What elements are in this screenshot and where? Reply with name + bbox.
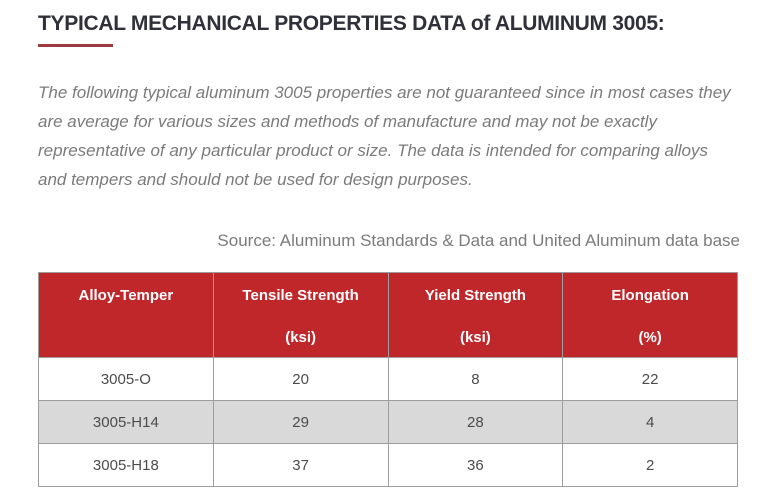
header-title: Elongation: [611, 287, 689, 305]
table-header-row: Alloy-Temper Tensile Strength (ksi) Yiel…: [38, 272, 738, 359]
header-unit: (%): [638, 329, 662, 347]
cell-alloy: 3005-O: [38, 357, 214, 402]
mechanical-properties-table: Alloy-Temper Tensile Strength (ksi) Yiel…: [38, 272, 738, 488]
disclaimer-paragraph: The following typical aluminum 3005 prop…: [38, 83, 731, 190]
table-header: Alloy-Temper Tensile Strength (ksi) Yiel…: [38, 272, 738, 359]
data-source-note: Source: Aluminum Standards & Data and Un…: [217, 231, 740, 251]
cell-tensile: 37: [212, 443, 389, 488]
header-title: Alloy-Temper: [78, 287, 174, 305]
table-row: 3005-H14 29 28 4: [38, 400, 738, 445]
header-alloy-temper: Alloy-Temper: [38, 272, 214, 359]
title-underline: [38, 44, 113, 48]
cell-yield: 36: [387, 443, 564, 488]
cell-tensile: 29: [212, 400, 389, 445]
page-title: TYPICAL MECHANICAL PROPERTIES DATA of AL…: [38, 12, 665, 35]
header-title: Yield Strength: [424, 287, 526, 305]
cell-elongation: 2: [562, 443, 738, 488]
cell-elongation: 22: [562, 357, 738, 402]
cell-tensile: 20: [212, 357, 389, 402]
header-elongation: Elongation (%): [562, 272, 738, 359]
cell-alloy: 3005-H18: [38, 443, 214, 488]
header-unit: (ksi): [285, 329, 317, 347]
header-unit: [39, 329, 213, 346]
cell-yield: 8: [387, 357, 564, 402]
header-unit: (ksi): [459, 329, 491, 347]
table-row: 3005-O 20 8 22: [38, 357, 738, 402]
cell-elongation: 4: [562, 400, 738, 445]
table-row: 3005-H18 37 36 2: [38, 443, 738, 488]
header-title: Tensile Strength: [242, 287, 359, 305]
table-body: 3005-O 20 8 22 3005-H14 29 28 4 3005-H18…: [38, 357, 738, 488]
header-tensile-strength: Tensile Strength (ksi): [212, 272, 389, 359]
cell-yield: 28: [387, 400, 564, 445]
header-yield-strength: Yield Strength (ksi): [387, 272, 564, 359]
cell-alloy: 3005-H14: [38, 400, 214, 445]
